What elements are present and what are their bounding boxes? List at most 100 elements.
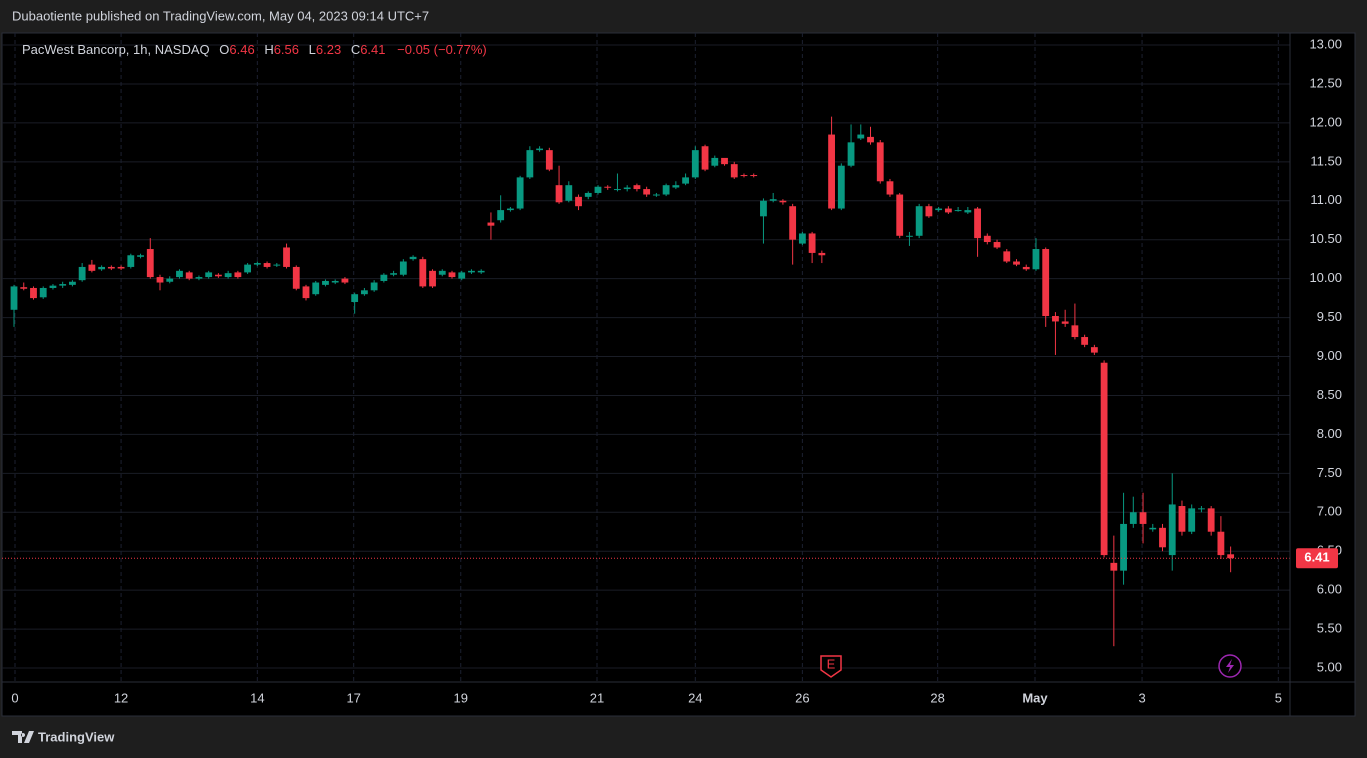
candle-body [1022, 266, 1030, 270]
candle-body [302, 286, 310, 299]
candle-body [1139, 512, 1147, 524]
y-tick-label: 12.00 [1309, 114, 1342, 129]
candle-body [730, 164, 738, 178]
icon-bolt [1226, 659, 1234, 673]
x-tick-label: 0 [11, 690, 18, 705]
candle-body [867, 136, 874, 143]
last-price-badge [1296, 548, 1338, 569]
y-tick-label: 9.00 [1317, 348, 1342, 363]
candle-body [545, 150, 553, 170]
earnings-icon: E [820, 655, 842, 678]
candle-body [1110, 562, 1118, 571]
candle-body [672, 185, 680, 188]
candle-body [652, 194, 660, 196]
candle-body [516, 177, 524, 209]
earnings-label: E [827, 656, 836, 671]
candle-body [691, 150, 699, 178]
logo-text: TradingView [38, 729, 115, 744]
y-tick-label: 10.00 [1309, 270, 1342, 285]
candle-body [633, 185, 641, 190]
candle-body [399, 261, 407, 275]
candle-body [1129, 512, 1137, 524]
candle-body [195, 277, 203, 279]
close-label: C [351, 42, 360, 57]
candle-body [769, 199, 777, 201]
footer-logo: TradingView [12, 729, 115, 744]
candle-body [798, 233, 806, 244]
candle-body [750, 175, 758, 177]
candle-body [39, 287, 47, 298]
candle-body [808, 233, 816, 253]
candle-body [711, 157, 719, 166]
candle-body [1090, 347, 1098, 353]
y-tick-label: 9.50 [1317, 309, 1342, 324]
candle-body [623, 187, 631, 190]
x-tick-label: 14 [250, 690, 264, 705]
x-tick-label: 3 [1138, 690, 1145, 705]
candle-body [584, 192, 592, 197]
candle-body [438, 270, 446, 275]
candle-body [322, 280, 329, 285]
candle-body [477, 270, 485, 273]
candles [2, 116, 1290, 647]
candle-body [1081, 337, 1089, 345]
y-tick-label: 11.00 [1310, 192, 1342, 207]
candle-body [253, 263, 261, 265]
candle-body [993, 242, 1001, 248]
chart-panel [1, 32, 1356, 717]
y-tick-label: 5.00 [1317, 659, 1342, 674]
candle-body [146, 249, 154, 278]
open-value: 6.46 [229, 42, 254, 57]
candle-body [1178, 506, 1186, 532]
candle-body [1100, 362, 1108, 556]
candle-body [721, 157, 728, 165]
candle-body [594, 186, 602, 193]
candle-body [283, 247, 290, 267]
candle-body [662, 185, 670, 195]
candle-body [244, 264, 252, 273]
y-tick-label: 11.50 [1310, 153, 1342, 168]
candle-body [137, 255, 144, 257]
close-value: 6.41 [360, 42, 385, 57]
candle-body [614, 189, 621, 191]
candle-body [380, 274, 388, 281]
candle-body [983, 235, 991, 243]
y-tick-label: 8.00 [1317, 426, 1342, 441]
candle-body [331, 280, 339, 283]
candle-body [506, 208, 514, 211]
candle-body [575, 196, 582, 207]
candle-body [156, 277, 164, 283]
publisher-line: Dubaotiente published on TradingView.com… [12, 8, 429, 23]
candle-body [69, 281, 76, 285]
axes: 5.005.506.006.507.007.508.008.509.009.50… [11, 36, 1342, 705]
candle-body [497, 210, 505, 221]
candle-body [176, 270, 183, 278]
candle-body [215, 274, 222, 277]
candle-body [458, 272, 466, 279]
candle-body [1198, 508, 1205, 510]
candle-body [20, 287, 28, 289]
candle-body [1032, 249, 1040, 270]
candle-body [837, 165, 845, 209]
candle-body [341, 278, 349, 283]
candle-body [847, 142, 855, 166]
candle-body [370, 282, 378, 291]
y-tick-label: 7.50 [1317, 465, 1342, 480]
legend: PacWest Bancorp, 1h, NASDAQ O6.46 H6.56 … [22, 42, 487, 57]
candle-body [701, 146, 709, 170]
candle-body [1013, 261, 1020, 265]
x-tick-label: May [1022, 690, 1048, 705]
candle-body [1227, 554, 1235, 559]
candle-body [857, 134, 865, 139]
high-value: 6.56 [274, 42, 299, 57]
y-tick-label: 6.00 [1317, 582, 1342, 597]
candle-body [1188, 508, 1196, 532]
candle-body [935, 208, 943, 211]
candle-body [30, 287, 37, 299]
candle-body [360, 290, 368, 295]
low-value: 6.23 [316, 42, 341, 57]
candle-body [1207, 508, 1215, 532]
candle-body [604, 186, 612, 188]
